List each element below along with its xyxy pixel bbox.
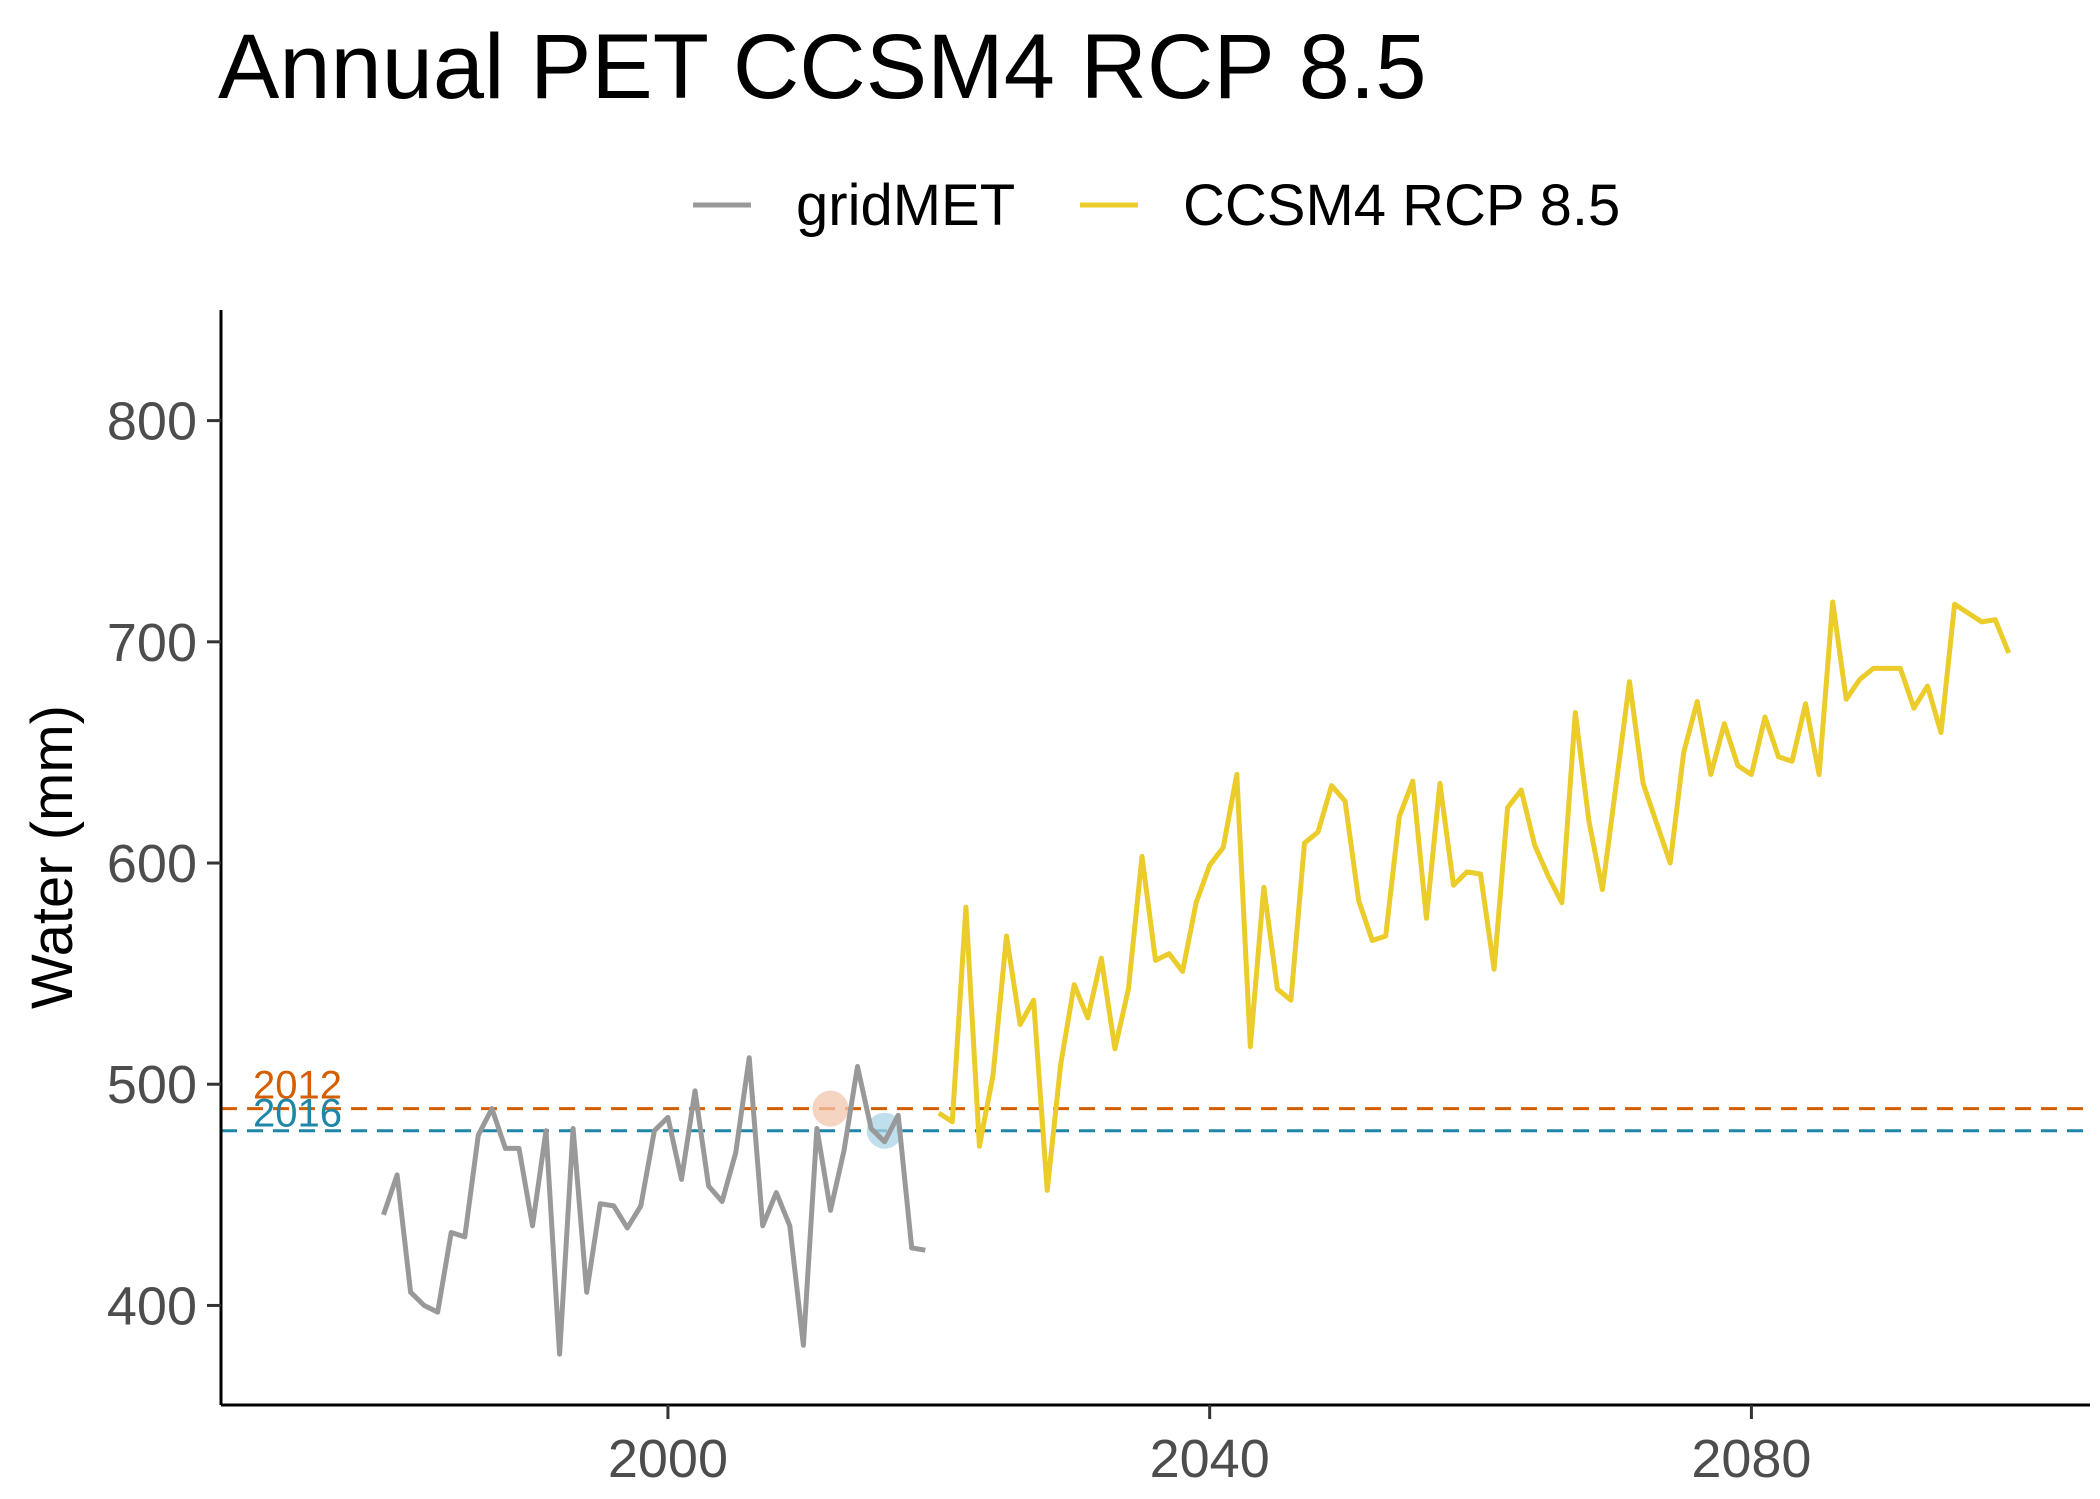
legend-label: CCSM4 RCP 8.5 [1183, 173, 1620, 238]
legend: gridMET CCSM4 RCP 8.5 [693, 173, 1620, 238]
series-line-1 [937, 599, 2012, 1193]
y-tick-label: 500 [107, 1055, 197, 1115]
x-tick-label: 2040 [1150, 1429, 1270, 1489]
highlight-points [812, 1090, 903, 1149]
legend-label: gridMET [796, 173, 1015, 238]
y-tick-label: 400 [107, 1276, 197, 1336]
x-tick-label: 2000 [608, 1429, 728, 1489]
axes: 400 500 600 700 800 2000 2040 2080 [107, 310, 2090, 1489]
reference-label-2016: 2016 [253, 1092, 342, 1136]
series-lines [381, 599, 2012, 1357]
y-axis-title: Water (mm) [20, 705, 85, 1009]
y-ticks: 400 500 600 700 800 [107, 392, 221, 1336]
y-tick-label: 700 [107, 613, 197, 673]
y-tick-label: 600 [107, 834, 197, 894]
chart-title: Annual PET CCSM4 RCP 8.5 [218, 16, 1427, 118]
x-tick-label: 2080 [1691, 1429, 1811, 1489]
series-line-0 [381, 1055, 926, 1357]
highlight-point [812, 1090, 849, 1127]
y-tick-label: 800 [107, 392, 197, 452]
reference-label-2012: 2012 [253, 1064, 342, 1108]
reference-lines [221, 1107, 2090, 1133]
x-ticks: 2000 2040 2080 [608, 1405, 1811, 1489]
